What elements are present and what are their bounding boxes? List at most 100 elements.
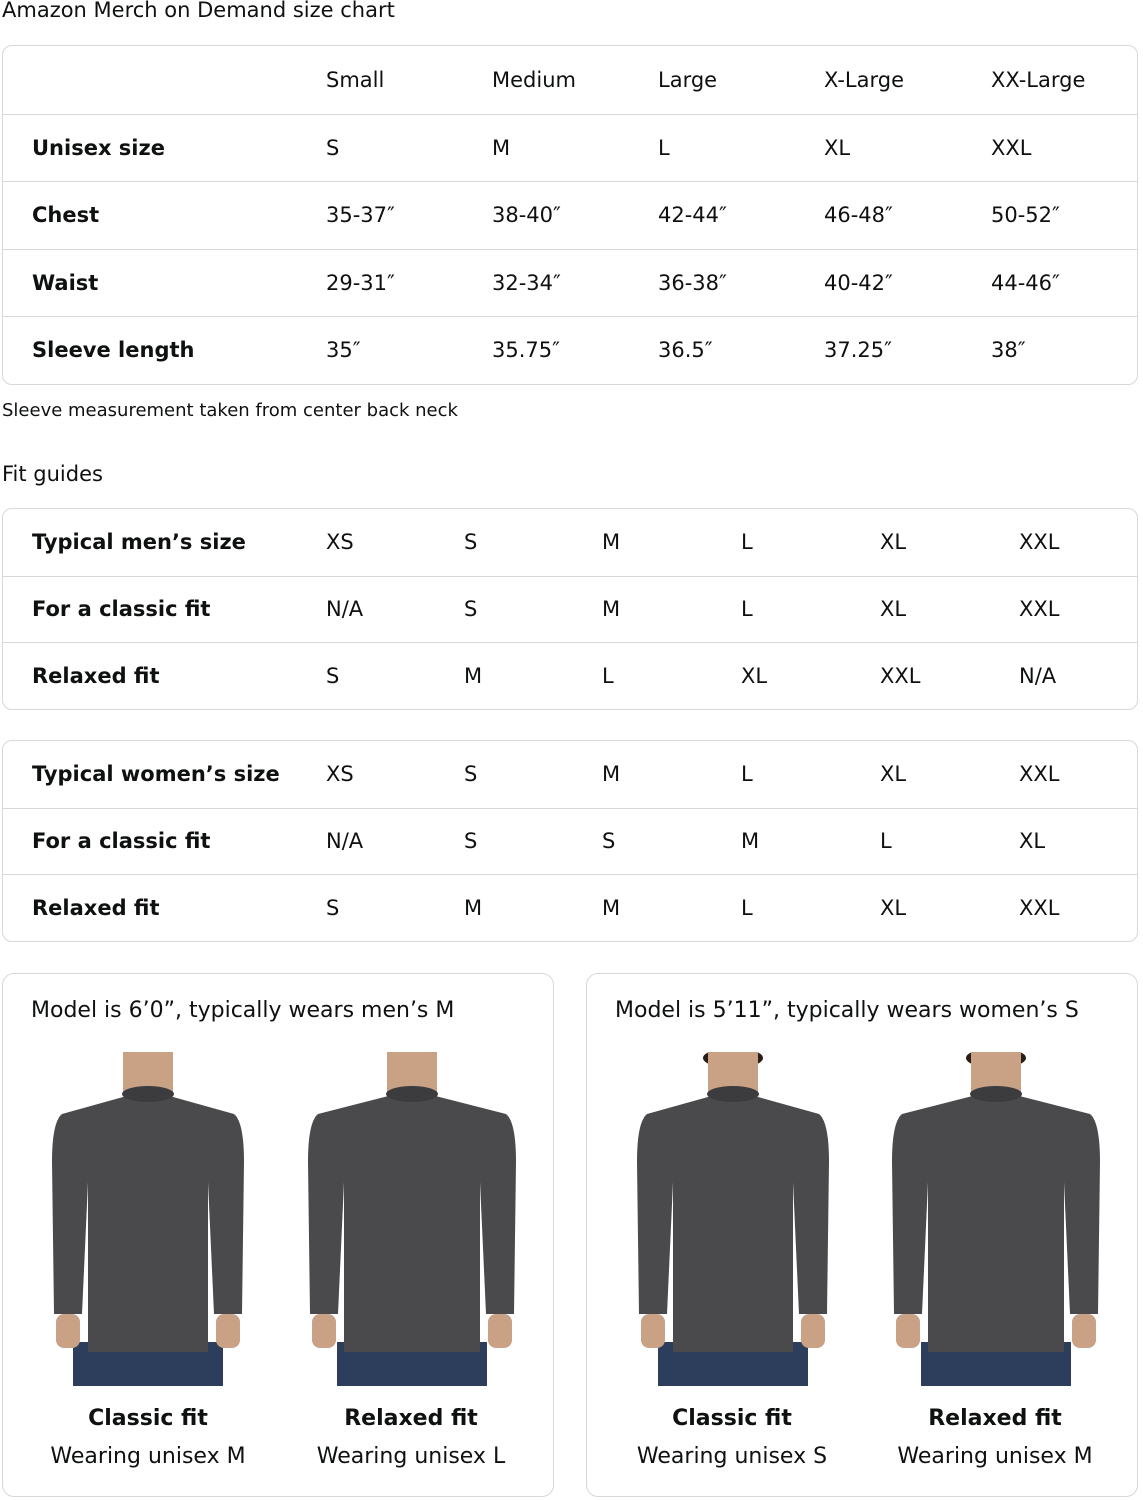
table-cell: XS bbox=[326, 530, 354, 555]
model-caption: Model is 6’0”, typically wears men’s M bbox=[31, 998, 455, 1023]
fit-name: Relaxed fit bbox=[928, 1406, 1062, 1431]
table-cell: XL bbox=[1019, 829, 1046, 854]
row-label: Typical men’s size bbox=[32, 530, 246, 555]
table-cell: M bbox=[464, 663, 483, 688]
table-cell: XXL bbox=[880, 663, 921, 688]
page-title: Amazon Merch on Demand size chart bbox=[2, 0, 395, 22]
table-cell: S bbox=[464, 530, 478, 555]
table-cell: 36.5″ bbox=[658, 338, 713, 363]
womens-fit-guide-table: Typical women’s size XS S M L XL XXL For a clas… bbox=[2, 740, 1138, 942]
table-cell: S bbox=[326, 895, 340, 920]
table-header-row: Small Medium Large X-Large XX-Large bbox=[3, 46, 1137, 114]
table-row: For a classic fit N/A S S M L XL bbox=[3, 807, 1137, 875]
table-row: Typical women’s size XS S M L XL XXL bbox=[3, 741, 1137, 808]
table-cell: M bbox=[492, 135, 511, 160]
model-photo bbox=[886, 1048, 1106, 1386]
table-row: Relaxed fit S M L XL XXL N/A bbox=[3, 642, 1137, 709]
fit-guides-title: Fit guides bbox=[2, 462, 103, 486]
table-cell: 42-44″ bbox=[658, 203, 727, 228]
table-cell: XXL bbox=[1019, 597, 1060, 622]
row-label: Unisex size bbox=[32, 135, 165, 160]
table-cell: L bbox=[602, 663, 614, 688]
table-cell: 38-40″ bbox=[492, 203, 561, 228]
table-cell: M bbox=[602, 597, 621, 622]
table-row: Chest 35-37″ 38-40″ 42-44″ 46-48″ 50-52″ bbox=[3, 181, 1137, 249]
table-cell: 32-34″ bbox=[492, 270, 561, 295]
table-cell: M bbox=[464, 895, 483, 920]
row-label: Typical women’s size bbox=[32, 762, 280, 787]
table-cell: XXL bbox=[1019, 895, 1060, 920]
table-cell: N/A bbox=[1019, 663, 1057, 688]
table-cell: S bbox=[464, 762, 478, 787]
table-cell: 35.75″ bbox=[492, 338, 560, 363]
table-cell: L bbox=[880, 829, 892, 854]
table-cell: N/A bbox=[326, 597, 364, 622]
column-header: Small bbox=[326, 67, 385, 92]
fit-name: Classic fit bbox=[88, 1406, 208, 1431]
table-row: For a classic fit N/A S M L XL XXL bbox=[3, 575, 1137, 643]
model-photo bbox=[38, 1052, 258, 1386]
table-cell: L bbox=[741, 762, 753, 787]
row-label: For a classic fit bbox=[32, 829, 211, 854]
row-label: Sleeve length bbox=[32, 338, 195, 363]
table-cell: S bbox=[464, 829, 478, 854]
column-header: Medium bbox=[492, 67, 576, 92]
table-cell: XS bbox=[326, 762, 354, 787]
womens-model-card: Model is 5’11”, typically wears women’s … bbox=[586, 973, 1138, 1497]
row-label: For a classic fit bbox=[32, 597, 211, 622]
table-cell: 40-42″ bbox=[824, 270, 893, 295]
table-cell: L bbox=[741, 895, 753, 920]
row-label: Waist bbox=[32, 270, 99, 295]
table-row: Relaxed fit S M M L XL XXL bbox=[3, 874, 1137, 941]
table-cell: 44-46″ bbox=[991, 270, 1060, 295]
table-cell: L bbox=[741, 597, 753, 622]
table-row: Typical men’s size XS S M L XL XXL bbox=[3, 509, 1137, 576]
table-cell: 36-38″ bbox=[658, 270, 727, 295]
model-photo bbox=[302, 1052, 522, 1386]
fit-name: Classic fit bbox=[672, 1406, 792, 1431]
model-photo bbox=[623, 1048, 843, 1386]
table-cell: XXL bbox=[991, 135, 1032, 160]
table-cell: L bbox=[741, 530, 753, 555]
row-label: Relaxed fit bbox=[32, 895, 160, 920]
table-cell: S bbox=[464, 597, 478, 622]
fit-wearing: Wearing unisex M bbox=[50, 1444, 246, 1469]
table-cell: XXL bbox=[1019, 762, 1060, 787]
table-cell: XL bbox=[880, 762, 907, 787]
column-header: XX-Large bbox=[991, 67, 1086, 92]
table-cell: XL bbox=[880, 895, 907, 920]
row-label: Chest bbox=[32, 203, 100, 228]
table-cell: L bbox=[658, 135, 670, 160]
column-header: Large bbox=[658, 67, 718, 92]
table-cell: XL bbox=[880, 530, 907, 555]
table-cell: N/A bbox=[326, 829, 364, 854]
table-row: Unisex size S M L XL XXL bbox=[3, 113, 1137, 182]
table-row: Sleeve length 35″ 35.75″ 36.5″ 37.25″ 38″ bbox=[3, 316, 1137, 384]
table-cell: S bbox=[326, 135, 340, 160]
fit-wearing: Wearing unisex M bbox=[897, 1444, 1093, 1469]
column-header: X-Large bbox=[824, 67, 905, 92]
fit-name: Relaxed fit bbox=[344, 1406, 478, 1431]
table-cell: 35″ bbox=[326, 338, 361, 363]
mens-fit-guide-table: Typical men’s size XS S M L XL XXL For a classi… bbox=[2, 508, 1138, 710]
table-cell: 50-52″ bbox=[991, 203, 1060, 228]
table-cell: M bbox=[602, 895, 621, 920]
mens-model-card: Model is 6’0”, typically wears men’s M Cl… bbox=[2, 973, 554, 1497]
sleeve-note: Sleeve measurement taken from center bac… bbox=[2, 400, 458, 421]
fit-wearing: Wearing unisex S bbox=[636, 1444, 828, 1469]
table-cell: 35-37″ bbox=[326, 203, 395, 228]
table-cell: S bbox=[602, 829, 616, 854]
size-chart-table: Small Medium Large X-Large XX-Large Unisex si… bbox=[2, 45, 1138, 385]
table-cell: 46-48″ bbox=[824, 203, 893, 228]
table-cell: M bbox=[741, 829, 760, 854]
table-cell: S bbox=[326, 663, 340, 688]
table-cell: 38″ bbox=[991, 338, 1026, 363]
row-label: Relaxed fit bbox=[32, 663, 160, 688]
table-cell: 29-31″ bbox=[326, 270, 395, 295]
table-cell: XL bbox=[824, 135, 851, 160]
model-caption: Model is 5’11”, typically wears women’s … bbox=[615, 998, 1079, 1023]
table-cell: 37.25″ bbox=[824, 338, 892, 363]
table-cell: XXL bbox=[1019, 530, 1060, 555]
table-cell: XL bbox=[741, 663, 768, 688]
table-cell: XL bbox=[880, 597, 907, 622]
